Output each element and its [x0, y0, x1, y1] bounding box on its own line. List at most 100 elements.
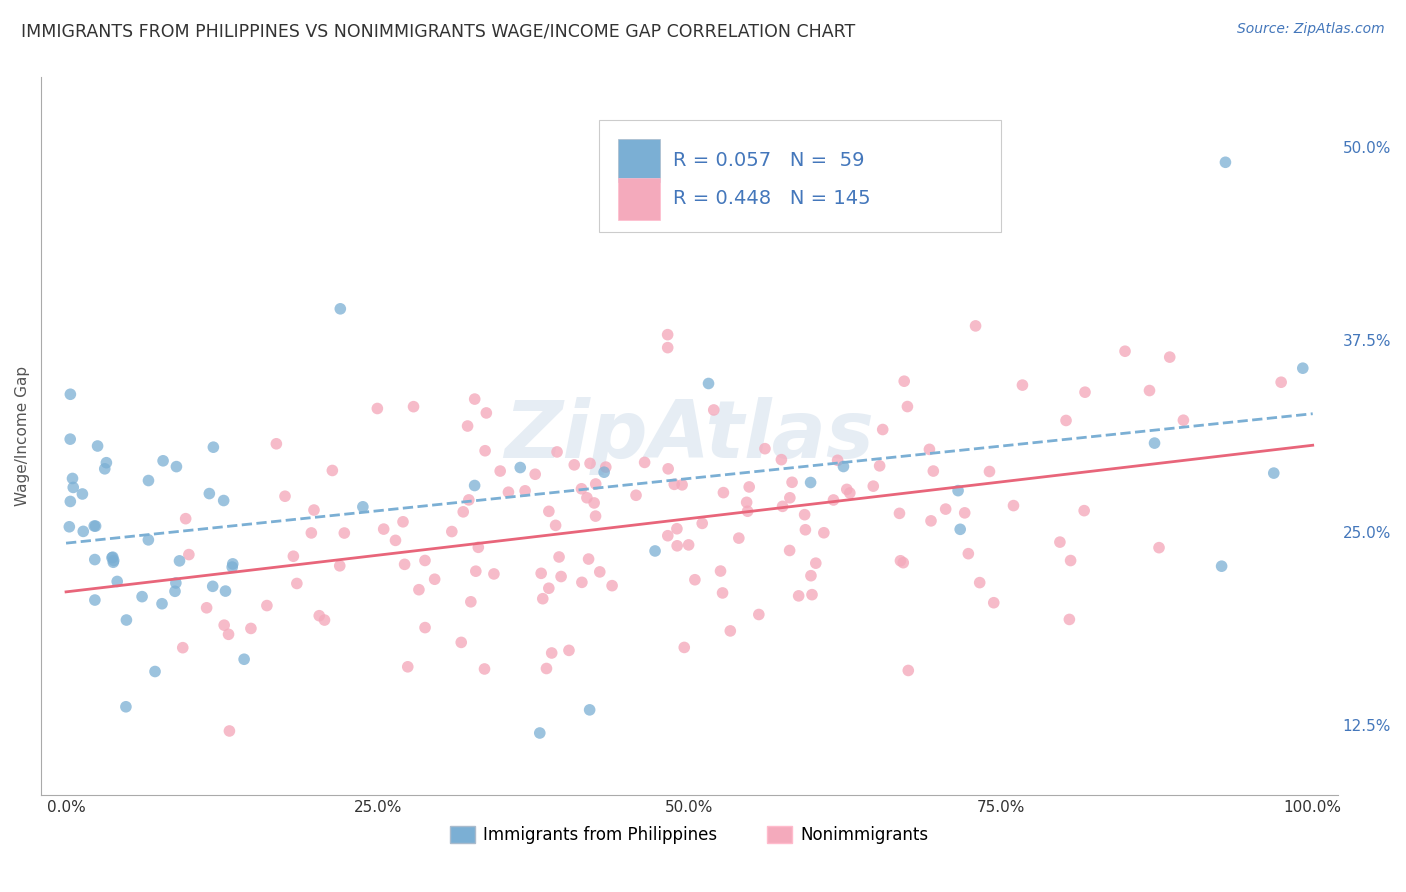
Point — [678, 538, 700, 552]
Point — [1073, 503, 1095, 517]
Point — [329, 301, 352, 316]
Point — [198, 486, 221, 500]
Point — [103, 553, 125, 567]
Point — [392, 515, 415, 529]
Point — [770, 452, 793, 467]
Point — [657, 462, 679, 476]
Point — [460, 595, 482, 609]
Point — [201, 579, 224, 593]
Point — [152, 454, 174, 468]
Point — [1139, 384, 1161, 398]
Point — [212, 493, 235, 508]
Point — [946, 483, 969, 498]
Point — [529, 726, 551, 740]
Point — [83, 519, 105, 533]
Point — [1059, 553, 1081, 567]
Point — [94, 462, 117, 476]
Point — [86, 439, 108, 453]
Point — [333, 526, 356, 541]
Point — [835, 483, 858, 497]
Point — [509, 460, 531, 475]
Point — [727, 531, 749, 545]
Point — [474, 662, 496, 676]
Point — [457, 492, 479, 507]
Point — [657, 327, 679, 342]
Point — [1011, 378, 1033, 392]
Point — [735, 495, 758, 509]
Point — [302, 503, 325, 517]
Point — [889, 507, 911, 521]
Point — [1054, 413, 1077, 427]
Point — [754, 442, 776, 456]
Point — [748, 607, 770, 622]
Point — [1059, 612, 1081, 626]
Point — [266, 437, 288, 451]
Point — [218, 723, 240, 738]
Point — [174, 511, 197, 525]
Point — [59, 432, 82, 446]
Point — [562, 458, 585, 472]
Point — [589, 565, 612, 579]
Point — [969, 575, 991, 590]
Point — [827, 453, 849, 467]
Point — [101, 550, 124, 565]
Point — [1211, 559, 1233, 574]
Point — [801, 588, 824, 602]
Point — [163, 584, 186, 599]
Point — [983, 596, 1005, 610]
Point — [633, 455, 655, 469]
Point — [823, 493, 845, 508]
Point — [58, 520, 80, 534]
Point — [838, 486, 860, 500]
Point — [600, 579, 623, 593]
Point — [285, 576, 308, 591]
Text: Source: ZipAtlas.com: Source: ZipAtlas.com — [1237, 22, 1385, 37]
Point — [575, 491, 598, 505]
Point — [105, 574, 128, 589]
Point — [222, 557, 245, 571]
Point — [423, 572, 446, 586]
Point — [352, 500, 374, 514]
Point — [544, 518, 567, 533]
Point — [177, 548, 200, 562]
Point — [585, 509, 607, 524]
Point — [787, 589, 810, 603]
Point — [957, 547, 980, 561]
Point — [373, 522, 395, 536]
Point — [314, 613, 336, 627]
Point — [718, 624, 741, 638]
Point — [143, 665, 166, 679]
Point — [571, 482, 593, 496]
Point — [150, 597, 173, 611]
Point — [711, 586, 734, 600]
Point — [779, 543, 801, 558]
Point — [440, 524, 463, 539]
Point — [218, 627, 240, 641]
Point — [922, 464, 945, 478]
Point — [513, 483, 536, 498]
Point — [531, 591, 554, 606]
Point — [84, 519, 107, 533]
Point — [780, 475, 803, 490]
Point — [1173, 413, 1195, 427]
Point — [624, 488, 647, 502]
Point — [779, 491, 801, 505]
Point — [482, 566, 505, 581]
Point — [83, 552, 105, 566]
Point — [738, 480, 761, 494]
Point — [172, 640, 194, 655]
Point — [979, 465, 1001, 479]
Point — [690, 516, 713, 531]
Point — [1263, 466, 1285, 480]
Point — [654, 140, 676, 154]
Y-axis label: Wage/Income Gap: Wage/Income Gap — [15, 366, 30, 506]
Point — [920, 514, 942, 528]
Point — [737, 504, 759, 518]
Point — [413, 621, 436, 635]
Point — [794, 523, 817, 537]
Point — [402, 400, 425, 414]
Point — [1074, 385, 1097, 400]
Point — [366, 401, 388, 416]
Point — [498, 485, 520, 500]
Point — [585, 477, 607, 491]
